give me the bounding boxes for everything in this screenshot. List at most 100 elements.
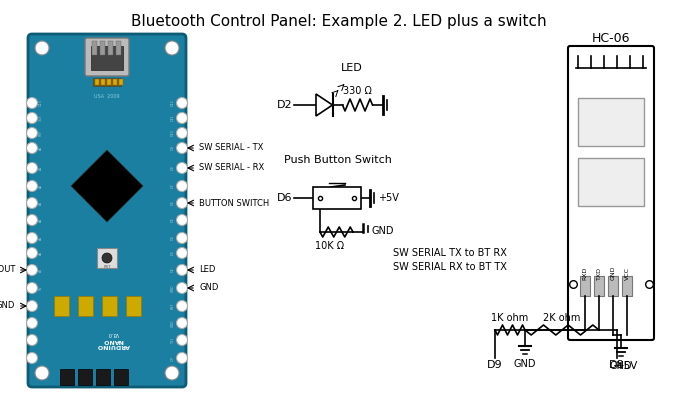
Circle shape: [26, 282, 37, 294]
Text: A0: A0: [39, 146, 43, 150]
Circle shape: [176, 248, 188, 258]
Text: D2: D2: [171, 268, 175, 272]
Text: A3: A3: [39, 201, 43, 205]
Text: 5V: 5V: [39, 286, 43, 290]
Text: RST: RST: [171, 303, 175, 309]
Bar: [60, 369, 74, 385]
Text: Push Button Switch: Push Button Switch: [284, 155, 392, 165]
FancyBboxPatch shape: [568, 46, 654, 340]
Bar: [95, 79, 99, 85]
Text: SW SERIAL TX to BT RX
SW SERIAL RX to BT TX: SW SERIAL TX to BT RX SW SERIAL RX to BT…: [393, 248, 507, 272]
Text: HC-06: HC-06: [592, 32, 631, 44]
Text: D3: D3: [171, 251, 175, 255]
Bar: [126, 296, 141, 316]
Text: LED: LED: [199, 266, 216, 274]
Text: D11: D11: [171, 115, 175, 121]
Bar: [97, 248, 117, 268]
Text: V3.0: V3.0: [107, 330, 119, 336]
Text: GND: GND: [372, 226, 395, 236]
Text: A4: A4: [39, 218, 43, 222]
Bar: [91, 46, 123, 70]
Bar: [96, 369, 110, 385]
Circle shape: [165, 366, 179, 380]
Text: +5V: +5V: [616, 361, 638, 371]
Text: D9: D9: [487, 360, 503, 370]
Text: GND: GND: [610, 266, 616, 280]
Bar: [114, 369, 128, 385]
Text: A1: A1: [39, 166, 43, 170]
Text: D13: D13: [39, 100, 43, 106]
FancyBboxPatch shape: [28, 34, 186, 387]
Bar: [578, 98, 644, 146]
Circle shape: [26, 264, 37, 276]
Text: D8: D8: [610, 360, 625, 370]
Circle shape: [26, 248, 37, 258]
Text: D5: D5: [171, 218, 175, 222]
Circle shape: [26, 352, 37, 364]
Circle shape: [176, 162, 188, 174]
Text: RXD: RXD: [582, 267, 588, 280]
Text: GND: GND: [514, 359, 536, 369]
Bar: [78, 296, 93, 316]
Text: GND: GND: [199, 284, 218, 292]
Circle shape: [26, 112, 37, 124]
Text: D6: D6: [171, 201, 175, 205]
Bar: [594, 276, 604, 296]
Text: D12: D12: [171, 100, 175, 106]
Text: SW SERIAL - RX: SW SERIAL - RX: [199, 164, 264, 172]
Bar: [313, 187, 361, 209]
Text: ICP: ICP: [171, 356, 175, 360]
Circle shape: [176, 282, 188, 294]
Circle shape: [176, 300, 188, 312]
Text: ARDUINO
NANO: ARDUINO NANO: [96, 338, 129, 348]
Bar: [93, 78, 121, 86]
Bar: [92, 41, 97, 55]
Text: TX1: TX1: [171, 337, 175, 343]
Bar: [608, 276, 618, 296]
Text: GND: GND: [171, 319, 175, 327]
Circle shape: [26, 162, 37, 174]
Polygon shape: [316, 94, 332, 116]
Text: REF: REF: [39, 130, 43, 136]
Circle shape: [26, 98, 37, 108]
Circle shape: [26, 318, 37, 328]
Bar: [119, 79, 123, 85]
Text: 5V OUT: 5V OUT: [0, 266, 15, 274]
Circle shape: [26, 128, 37, 138]
Text: GND: GND: [0, 302, 15, 310]
Text: +5V: +5V: [378, 193, 399, 203]
Circle shape: [35, 366, 49, 380]
Text: D7: D7: [171, 184, 175, 188]
Bar: [108, 41, 113, 55]
Bar: [78, 369, 92, 385]
Circle shape: [26, 300, 37, 312]
Text: 1K ohm: 1K ohm: [492, 313, 529, 323]
Circle shape: [176, 180, 188, 192]
Circle shape: [26, 180, 37, 192]
FancyBboxPatch shape: [85, 38, 129, 76]
Polygon shape: [71, 150, 143, 222]
Circle shape: [26, 142, 37, 154]
Text: A2: A2: [39, 184, 43, 188]
Circle shape: [176, 264, 188, 276]
Bar: [102, 296, 117, 316]
Text: TXD: TXD: [597, 267, 601, 280]
Circle shape: [176, 334, 188, 346]
Text: D10: D10: [171, 130, 175, 136]
Text: A6: A6: [39, 251, 43, 255]
Text: 3V3: 3V3: [39, 115, 43, 121]
Text: D8: D8: [171, 166, 175, 170]
Text: GND: GND: [171, 284, 175, 292]
Circle shape: [102, 253, 112, 263]
Text: GND: GND: [610, 361, 633, 371]
Bar: [113, 79, 117, 85]
Text: A7: A7: [39, 268, 43, 272]
Circle shape: [26, 334, 37, 346]
Text: 330 Ω: 330 Ω: [343, 86, 372, 96]
Circle shape: [176, 352, 188, 364]
Bar: [580, 276, 590, 296]
Bar: [101, 79, 105, 85]
Bar: [622, 276, 632, 296]
Circle shape: [176, 232, 188, 244]
Bar: [578, 158, 644, 206]
